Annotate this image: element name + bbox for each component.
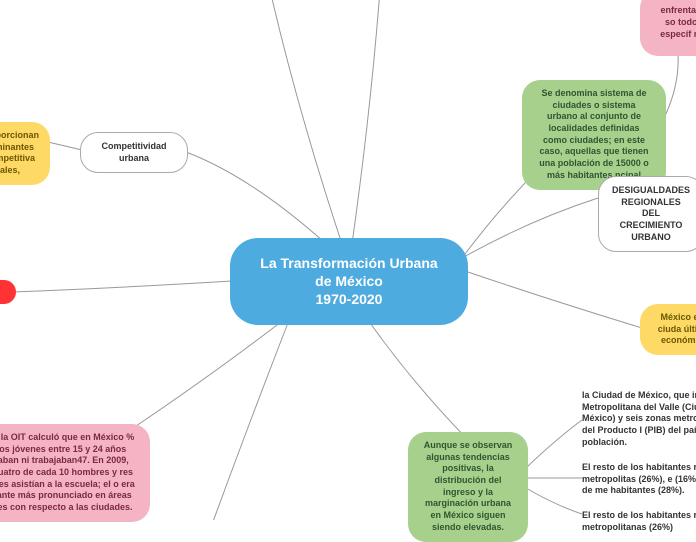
node-enfrenta: enfrenta a ende, so todo urban específ m… (640, 0, 696, 56)
node-oit: 2005, la OIT calculó que en México % de … (0, 424, 150, 522)
text-resto2: El resto de los habitantes res zonas met… (582, 510, 696, 533)
node-sistema: Se denomina sistema de ciudades o sistem… (522, 80, 666, 190)
node-proporcionan: proporcionan erminantes competitiva ales… (0, 122, 50, 185)
node-red (0, 280, 16, 304)
node-aunque: Aunque se observan algunas tendencias po… (408, 432, 528, 542)
node-mexico-es: México es u Las ciuda últimos trei econó… (640, 304, 696, 355)
node-desigualdades: DESIGUALDADES REGIONALES DEL CRECIMIENTO… (598, 176, 696, 252)
node-competitividad: Competitividad urbana (80, 132, 188, 173)
text-resto1: El resto de los habitantes re zonas metr… (582, 462, 696, 497)
center-node: La Transformación Urbana de México1970-2… (230, 238, 468, 325)
text-ciudad-mexico: la Ciudad de México, que intro Zona Metr… (582, 390, 696, 448)
